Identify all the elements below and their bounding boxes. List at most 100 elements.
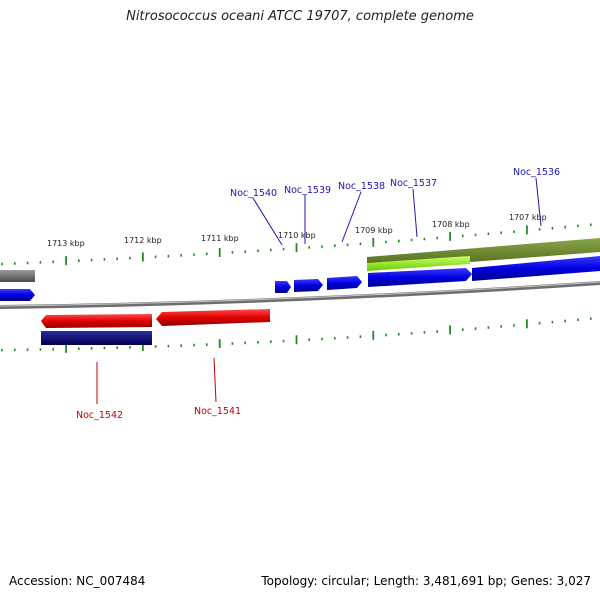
gene-label-noc-1539[interactable]: Noc_1539: [284, 185, 331, 196]
gene-noc-1541[interactable]: [156, 309, 270, 326]
ruler-minor-tick: [551, 320, 554, 324]
ruler-minor-tick: [103, 258, 106, 261]
ruler-minor-tick: [321, 337, 323, 341]
ruler-label: 1708 kbp: [432, 220, 470, 229]
ruler-minor-tick: [270, 340, 272, 343]
ruler-major-tick: [449, 325, 451, 335]
ruler-minor-tick: [78, 259, 80, 262]
ruler-major-tick: [218, 248, 221, 257]
ruler-minor-tick: [167, 254, 170, 258]
ruler-minor-tick: [154, 255, 157, 259]
ruler-minor-tick: [231, 251, 234, 254]
ruler-major-tick: [372, 237, 375, 247]
ruler-minor-tick: [436, 236, 438, 240]
gene-label-noc-1542[interactable]: Noc_1542: [76, 410, 123, 421]
ruler-minor-tick: [398, 332, 400, 336]
ruler-major-tick: [65, 343, 67, 353]
ruler-minor-tick: [26, 261, 29, 265]
ruler-minor-tick: [129, 346, 131, 349]
ruler-minor-tick: [1, 262, 3, 266]
map-title: Nitrosococcus oceani ATCC 19707, complet…: [126, 9, 474, 24]
cds-feature-navy[interactable]: [41, 331, 152, 345]
ruler-minor-tick: [590, 223, 592, 227]
gene-noc-1539[interactable]: [294, 279, 323, 292]
ruler-minor-tick: [385, 333, 387, 337]
ruler-minor-tick: [398, 239, 400, 243]
ruler-minor-tick: [14, 348, 16, 352]
ruler-minor-tick: [52, 348, 54, 351]
ruler-minor-tick: [244, 250, 246, 253]
ruler-minor-tick: [577, 318, 579, 322]
ruler-minor-tick: [410, 332, 413, 335]
gene-label-noc-1536[interactable]: Noc_1536: [513, 167, 560, 178]
ruler-major-tick: [295, 243, 298, 253]
ruler-minor-tick: [90, 258, 93, 262]
ruler-minor-tick: [26, 348, 29, 351]
ruler-minor-tick: [474, 233, 477, 237]
gene-label-noc-1538[interactable]: Noc_1538: [338, 181, 385, 192]
ruler-minor-tick: [590, 317, 592, 320]
ruler-minor-tick: [206, 252, 208, 256]
ruler-minor-tick: [321, 245, 323, 248]
ruler-major-tick: [526, 319, 528, 329]
gene-noc-1542[interactable]: [41, 314, 152, 328]
ruler-minor-tick: [1, 348, 3, 352]
ruler-minor-tick: [39, 261, 42, 264]
ruler-label: 1713 kbp: [47, 239, 85, 248]
ruler-minor-tick: [513, 230, 515, 233]
upper-ruler: [1, 223, 592, 266]
ruler-minor-tick: [103, 346, 106, 350]
ruler-minor-tick: [257, 341, 259, 344]
ruler-label: 1707 kbp: [509, 213, 547, 222]
gene-label-noc-1541[interactable]: Noc_1541: [194, 406, 241, 417]
ruler-minor-tick: [39, 348, 42, 351]
ruler-minor-tick: [462, 234, 464, 238]
ruler-minor-tick: [78, 347, 80, 350]
genome-backbone: [0, 281, 600, 309]
ruler-minor-tick: [334, 244, 336, 247]
topology-label: Topology: circular; Length: 3,481,691 bp…: [261, 574, 591, 588]
ruler-major-tick: [372, 330, 375, 340]
callout-lines-bottom: [96, 357, 217, 404]
ruler-minor-tick: [359, 242, 362, 246]
ruler-minor-tick: [436, 330, 438, 333]
ruler-major-tick: [526, 225, 528, 235]
ruler-minor-tick: [423, 331, 426, 334]
ruler-minor-tick: [538, 228, 541, 231]
ruler-minor-tick: [90, 347, 93, 350]
ruler-minor-tick: [282, 339, 285, 343]
gene-noc-1540[interactable]: [275, 281, 291, 293]
ruler-minor-tick: [154, 345, 157, 348]
ruler-minor-tick: [410, 238, 413, 242]
ruler-minor-tick: [513, 324, 515, 327]
ruler-minor-tick: [193, 253, 195, 256]
gene-feature-left-blue[interactable]: [0, 289, 35, 301]
ruler-minor-tick: [538, 321, 541, 325]
gene-feature-grey[interactable]: [0, 270, 35, 282]
ruler-minor-tick: [193, 343, 195, 347]
ruler-minor-tick: [180, 254, 182, 257]
accession-label: Accession: NC_007484: [9, 574, 146, 588]
ruler-label: 1712 kbp: [124, 236, 162, 245]
ruler-major-tick: [65, 256, 67, 266]
ruler-minor-tick: [257, 249, 259, 253]
ruler-minor-tick: [14, 262, 16, 265]
gene-noc-1536[interactable]: [472, 256, 600, 281]
ruler-minor-tick: [129, 256, 131, 260]
ruler-major-tick: [142, 341, 144, 351]
callout-lines-top: [252, 177, 542, 246]
ruler-label: 1711 kbp: [201, 234, 239, 243]
lower-ruler: [1, 317, 592, 353]
gene-label-noc-1537[interactable]: Noc_1537: [390, 178, 437, 189]
gene-noc-1538[interactable]: [327, 276, 362, 290]
ruler-minor-tick: [385, 240, 387, 244]
ruler-minor-tick: [500, 325, 502, 328]
ruler-minor-tick: [308, 246, 310, 249]
gene-noc-1537[interactable]: [368, 268, 472, 287]
gene-label-noc-1540[interactable]: Noc_1540: [230, 188, 277, 199]
ruler-major-tick: [449, 231, 451, 241]
ruler-minor-tick: [206, 343, 208, 346]
rna-feature[interactable]: [367, 238, 600, 271]
ruler-minor-tick: [423, 237, 426, 241]
ruler-minor-tick: [167, 344, 170, 348]
